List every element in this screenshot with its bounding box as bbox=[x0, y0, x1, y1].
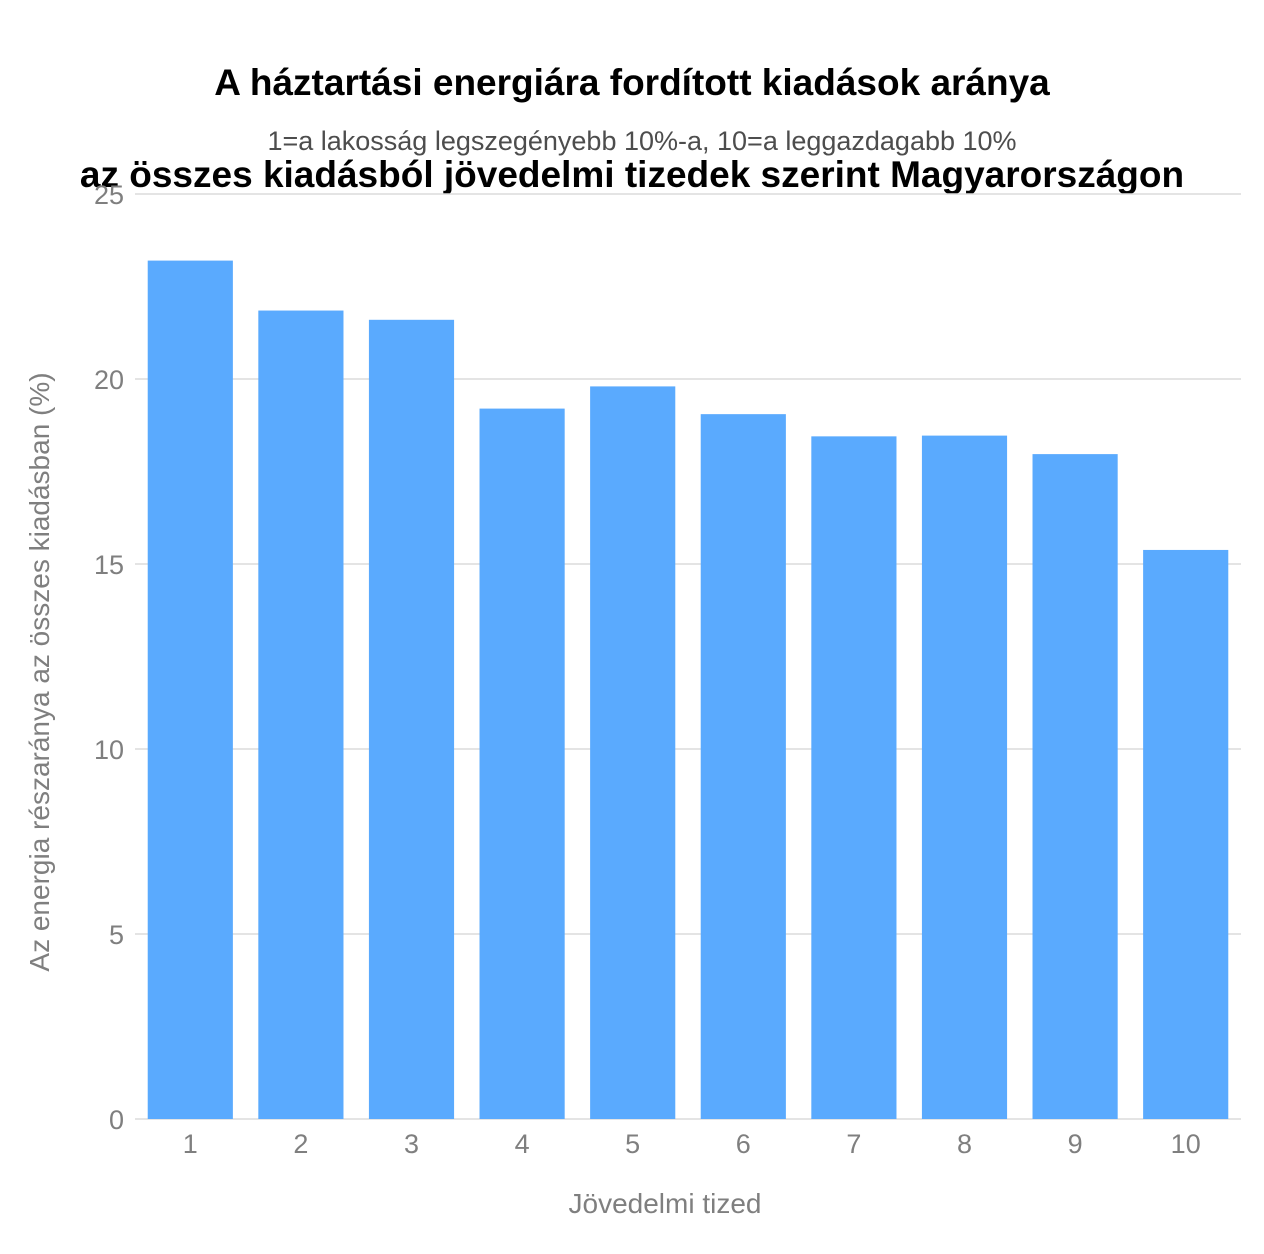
y-tick-labels: 0 5 10 15 20 25 bbox=[94, 180, 124, 1135]
x-tick-label: 7 bbox=[846, 1129, 861, 1159]
bar-decile-5 bbox=[590, 386, 676, 1119]
bar-decile-3 bbox=[368, 319, 455, 1119]
x-axis-label: Jövedelmi tized bbox=[569, 1188, 762, 1219]
x-tick-label: 4 bbox=[515, 1129, 530, 1159]
y-tick-label: 15 bbox=[94, 550, 124, 580]
x-tick-label: 2 bbox=[293, 1129, 308, 1159]
bar-decile-2 bbox=[258, 310, 344, 1119]
y-tick-label: 10 bbox=[94, 735, 124, 765]
bar-decile-8 bbox=[921, 435, 1008, 1119]
x-tick-label: 8 bbox=[957, 1129, 972, 1159]
y-tick-label: 5 bbox=[109, 920, 124, 950]
y-tick-label: 20 bbox=[94, 365, 124, 395]
bar-decile-4 bbox=[479, 408, 565, 1120]
bars bbox=[147, 260, 1229, 1120]
x-tick-label: 6 bbox=[736, 1129, 751, 1159]
x-tick-label: 10 bbox=[1171, 1129, 1201, 1159]
y-axis-label: Az energia részaránya az összes kiadásba… bbox=[24, 372, 55, 971]
x-tick-label: 3 bbox=[404, 1129, 419, 1159]
x-tick-label: 9 bbox=[1068, 1129, 1083, 1159]
x-tick-labels: 1 2 3 4 5 6 7 8 9 10 bbox=[183, 1129, 1201, 1159]
bar-decile-9 bbox=[1032, 454, 1118, 1119]
x-tick-label: 1 bbox=[183, 1129, 198, 1159]
chart-subtitle: 1=a lakosság legszegényebb 10%-a, 10=a l… bbox=[267, 126, 1017, 156]
chart-title-line-2: az összes kiadásból jövedelmi tizedek sz… bbox=[79, 154, 1185, 195]
y-tick-label: 0 bbox=[109, 1105, 124, 1135]
bar-decile-6 bbox=[700, 414, 786, 1119]
bar-decile-1 bbox=[147, 260, 233, 1120]
bar-decile-7 bbox=[811, 436, 897, 1120]
x-tick-label: 5 bbox=[625, 1129, 640, 1159]
bar-decile-10 bbox=[1143, 549, 1229, 1119]
chart-title-line-1: A háztartási energiára fordított kiadáso… bbox=[214, 62, 1050, 103]
chart-title: A háztartási energiára fordított kiadáso… bbox=[0, 14, 1264, 244]
y-tick-label: 25 bbox=[94, 180, 124, 210]
